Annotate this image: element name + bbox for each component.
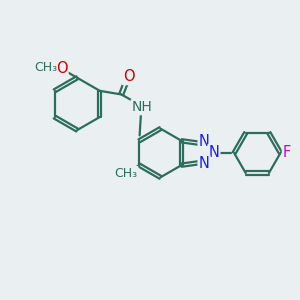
Text: O: O — [56, 61, 68, 76]
Text: N: N — [199, 157, 209, 172]
Text: N: N — [208, 145, 219, 160]
Text: CH₃: CH₃ — [114, 167, 137, 180]
Text: O: O — [123, 69, 134, 84]
Text: F: F — [283, 146, 291, 160]
Text: N: N — [199, 134, 209, 149]
Text: CH₃: CH₃ — [34, 61, 57, 74]
Text: NH: NH — [132, 100, 152, 114]
